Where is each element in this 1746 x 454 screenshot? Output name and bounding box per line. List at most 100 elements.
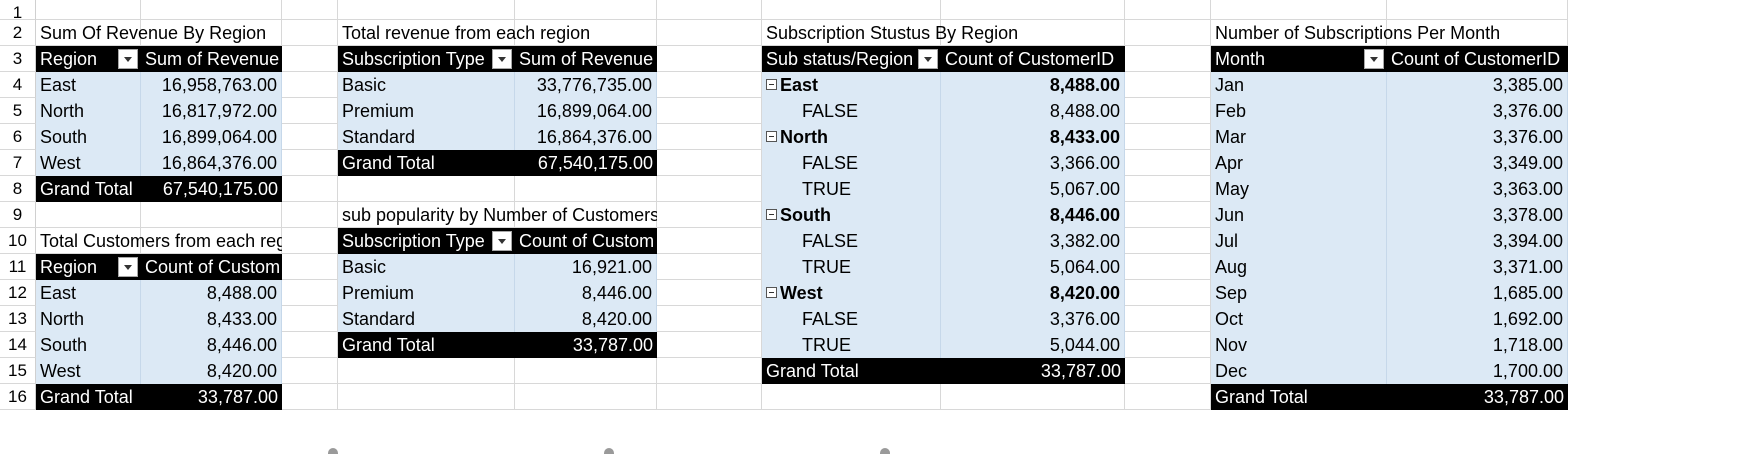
grid-cell[interactable] (1387, 20, 1568, 46)
pivot-group-label[interactable]: West (762, 280, 941, 306)
pivot-row-label[interactable]: Sep (1211, 280, 1387, 306)
collapse-icon[interactable] (766, 209, 777, 220)
grid-cell[interactable] (338, 20, 515, 46)
grid-cell[interactable] (941, 20, 1125, 46)
grid-cell[interactable] (657, 202, 762, 228)
pivot-row-value[interactable]: 8,420.00 (515, 306, 657, 332)
grid-cell[interactable] (1125, 280, 1211, 306)
filter-dropdown-icon[interactable] (118, 257, 138, 277)
pivot-group-label[interactable]: East (762, 72, 941, 98)
grid-cell[interactable] (1125, 332, 1211, 358)
sheet-tab-handle-icon[interactable] (880, 448, 890, 454)
grid-cell[interactable] (657, 98, 762, 124)
pivot-row-label[interactable]: Nov (1211, 332, 1387, 358)
row-header[interactable]: 13 (0, 306, 36, 332)
pivot-group-value[interactable]: 8,488.00 (941, 72, 1125, 98)
row-header[interactable]: 10 (0, 228, 36, 254)
pivot-group-value[interactable]: 8,446.00 (941, 202, 1125, 228)
pivot-header-value[interactable]: Sum of Revenue (141, 46, 282, 72)
grid-cell[interactable] (282, 358, 338, 384)
sheet-tab-handle-icon[interactable] (328, 448, 338, 454)
grid-cell[interactable] (338, 176, 515, 202)
grid-cell[interactable] (657, 332, 762, 358)
grid-cell[interactable] (282, 384, 338, 410)
row-header[interactable]: 11 (0, 254, 36, 280)
row-header[interactable]: 3 (0, 46, 36, 72)
grid-cell[interactable] (657, 124, 762, 150)
grid-cell[interactable] (1125, 176, 1211, 202)
row-header[interactable]: 5 (0, 98, 36, 124)
grid-cell[interactable] (657, 358, 762, 384)
pivot-row-value[interactable]: 16,921.00 (515, 254, 657, 280)
grid-cell[interactable] (282, 202, 338, 228)
pivot-row-label[interactable]: North (36, 98, 141, 124)
pivot-row-label[interactable]: Oct (1211, 306, 1387, 332)
pivot-row-value[interactable]: 1,685.00 (1387, 280, 1568, 306)
pivot-row-value[interactable]: 8,488.00 (941, 98, 1125, 124)
pivot-row-label[interactable]: Jul (1211, 228, 1387, 254)
pivot-row-value[interactable]: 33,776,735.00 (515, 72, 657, 98)
grid-cell[interactable] (1125, 228, 1211, 254)
grid-cell[interactable] (36, 202, 141, 228)
pivot-group-label[interactable]: South (762, 202, 941, 228)
grid-cell[interactable] (1211, 20, 1387, 46)
grid-cell[interactable] (657, 0, 762, 20)
grid-cell[interactable] (1125, 72, 1211, 98)
row-header[interactable]: 1 (0, 0, 36, 22)
pivot-row-value[interactable]: 16,899,064.00 (141, 124, 282, 150)
pivot-row-label[interactable]: FALSE (762, 228, 941, 254)
pivot-row-label[interactable]: Standard (338, 306, 515, 332)
grid-cell[interactable] (657, 306, 762, 332)
grand-total-value[interactable]: 67,540,175.00 (515, 150, 657, 176)
pivot-row-value[interactable]: 16,864,376.00 (141, 150, 282, 176)
pivot-row-value[interactable]: 1,700.00 (1387, 358, 1568, 384)
pivot-row-value[interactable]: 3,363.00 (1387, 176, 1568, 202)
pivot-row-label[interactable]: FALSE (762, 98, 941, 124)
pivot-row-label[interactable]: Premium (338, 280, 515, 306)
grid-cell[interactable] (762, 0, 941, 20)
pivot-row-value[interactable]: 5,067.00 (941, 176, 1125, 202)
pivot-row-label[interactable]: May (1211, 176, 1387, 202)
pivot-row-value[interactable]: 16,899,064.00 (515, 98, 657, 124)
grid-cell[interactable] (1125, 20, 1211, 46)
row-header[interactable]: 14 (0, 332, 36, 358)
grid-cell[interactable] (941, 0, 1125, 20)
grid-cell[interactable] (1125, 202, 1211, 228)
grid-cell[interactable] (657, 384, 762, 410)
pivot-header-value[interactable]: Sum of Revenue (515, 46, 657, 72)
grid-cell[interactable] (282, 254, 338, 280)
pivot-row-label[interactable]: Basic (338, 254, 515, 280)
grid-cell[interactable] (338, 202, 515, 228)
grid-cell[interactable] (282, 20, 338, 46)
grid-cell[interactable] (1125, 46, 1211, 72)
grand-total-value[interactable]: 33,787.00 (941, 358, 1125, 384)
pivot-row-value[interactable]: 3,366.00 (941, 150, 1125, 176)
pivot-row-value[interactable]: 3,394.00 (1387, 228, 1568, 254)
grid-cell[interactable] (36, 20, 141, 46)
grand-total-label[interactable]: Grand Total (338, 150, 515, 176)
grid-cell[interactable] (657, 72, 762, 98)
sheet-tab-handle-icon[interactable] (604, 448, 614, 454)
pivot-row-label[interactable]: South (36, 124, 141, 150)
grand-total-label[interactable]: Grand Total (36, 384, 141, 410)
pivot-header-row-label[interactable]: Sub status/Region (762, 46, 941, 72)
grid-cell[interactable] (282, 332, 338, 358)
row-header[interactable]: 15 (0, 358, 36, 384)
grid-cell[interactable] (1387, 0, 1568, 20)
pivot-row-value[interactable]: 16,958,763.00 (141, 72, 282, 98)
grid-cell[interactable] (657, 176, 762, 202)
grid-cell[interactable] (1125, 0, 1211, 20)
pivot-row-label[interactable]: Jan (1211, 72, 1387, 98)
grand-total-label[interactable]: Grand Total (36, 176, 141, 202)
grid-cell[interactable] (762, 20, 941, 46)
grid-cell[interactable] (762, 384, 941, 410)
pivot-header-row-label[interactable]: Region (36, 254, 141, 280)
row-header[interactable]: 8 (0, 176, 36, 202)
grand-total-value[interactable]: 33,787.00 (515, 332, 657, 358)
pivot-row-value[interactable]: 3,382.00 (941, 228, 1125, 254)
grid-cell[interactable] (1211, 0, 1387, 20)
pivot-group-value[interactable]: 8,420.00 (941, 280, 1125, 306)
pivot-row-label[interactable]: East (36, 72, 141, 98)
grid-cell[interactable] (1125, 254, 1211, 280)
